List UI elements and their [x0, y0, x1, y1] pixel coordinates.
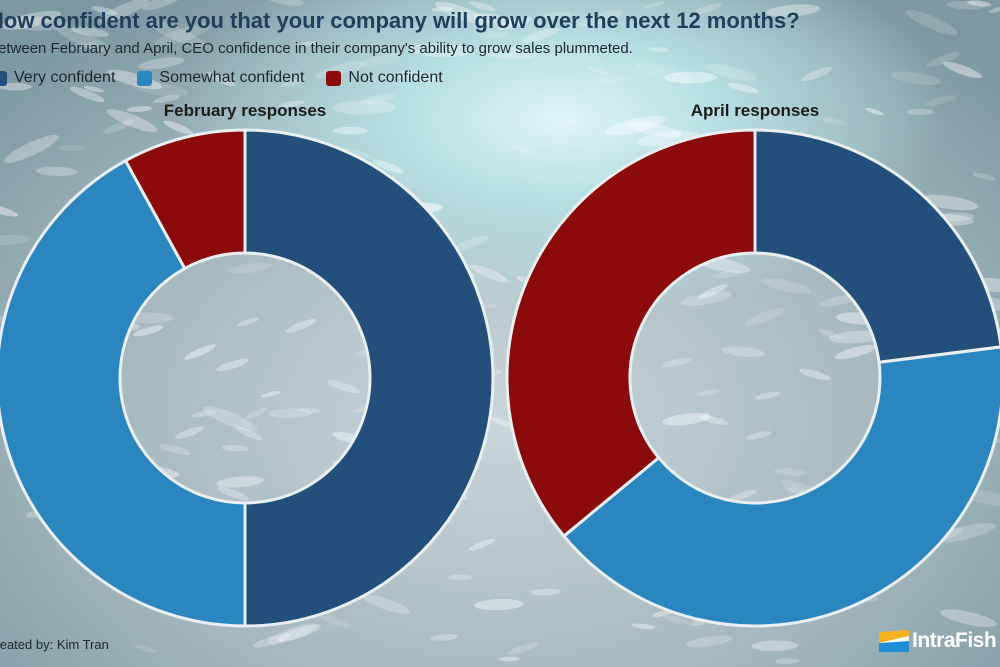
slice-somewhat-confident[interactable] — [561, 345, 1000, 628]
intrafish-logo[interactable]: IntraFish — [879, 629, 997, 653]
slice-not-confident[interactable] — [123, 128, 247, 271]
legend-item-very-confident[interactable]: Very confident — [0, 69, 115, 87]
legend-item-not-confident[interactable]: Not confident — [326, 69, 443, 87]
legend-item-somewhat-confident[interactable]: Somewhat confident — [137, 69, 304, 87]
legend-swatch-very-confident — [0, 70, 7, 86]
logo-text: IntraFish — [912, 629, 997, 652]
chart-title: How confident are you that your company … — [0, 8, 800, 33]
slice-very-confident[interactable] — [243, 128, 495, 628]
donut-title: February responses — [164, 101, 327, 120]
chart-subtitle: Between February and April, CEO confiden… — [0, 40, 633, 57]
legend-label-not-confident: Not confident — [348, 69, 443, 86]
donut-title: April responses — [691, 101, 820, 120]
slice-not-confident[interactable] — [505, 128, 757, 539]
donut-chart-april: April responses — [505, 101, 1000, 628]
donut-chart-february: February responses — [0, 101, 495, 628]
legend-swatch-somewhat-confident — [137, 70, 153, 86]
slice-very-confident[interactable] — [753, 128, 1000, 365]
legend-label-very-confident: Very confident — [14, 69, 116, 86]
credit-text: Created by: Kim Tran — [0, 637, 109, 652]
legend-label-somewhat-confident: Somewhat confident — [159, 69, 305, 86]
slice-somewhat-confident[interactable] — [0, 158, 247, 628]
legend-swatch-not-confident — [326, 70, 342, 86]
legend: Very confident Somewhat confident Not co… — [0, 69, 443, 87]
logo-mark-icon — [879, 630, 909, 652]
